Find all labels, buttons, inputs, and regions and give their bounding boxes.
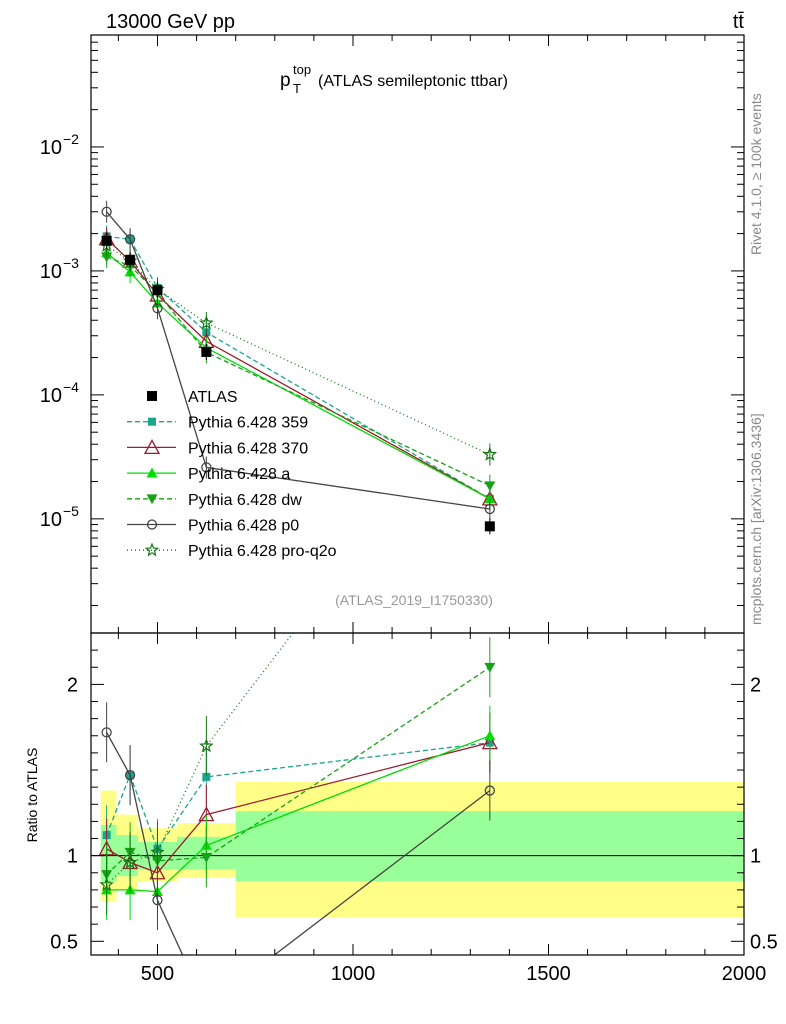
ratio-tick-label-left-0: 0.5 xyxy=(50,931,78,953)
main-point-5-4 xyxy=(482,446,498,461)
mcplots-label: mcplots.cern.ch [arXiv:1306.3436] xyxy=(748,413,764,625)
header-left: 13000 GeV pp xyxy=(106,11,235,33)
main-line-1 xyxy=(106,238,491,500)
legend-label-2: Pythia 6.428 370 xyxy=(188,440,308,457)
legend-label-6: Pythia 6.428 pro-q2o xyxy=(188,543,337,560)
ratio-point-3-3 xyxy=(200,852,212,863)
ratio-point-5-3 xyxy=(199,738,214,753)
chart-title-sub: T xyxy=(293,81,301,96)
ratio-tick-label-left-2: 2 xyxy=(67,674,78,696)
chart-title-sup: top xyxy=(293,62,311,77)
ratio-point-5-1 xyxy=(122,854,138,869)
chart-title: p xyxy=(280,70,291,91)
ratio-tick-label-right-1: 1 xyxy=(750,846,761,868)
main-line-0 xyxy=(106,235,491,500)
legend: ATLAS Pythia 6.428 359 Pythia 6.428 370 Pyt… xyxy=(127,389,337,560)
x-tick-label-3: 2000 xyxy=(722,963,767,985)
legend-marker-6 xyxy=(144,542,160,557)
ratio-tick-label-left-1: 1 xyxy=(67,846,78,868)
analysis-id: (ATLAS_2019_I1750330) xyxy=(335,592,493,608)
x-tick-label-2: 1500 xyxy=(526,963,571,985)
chart-title-rest: (ATLAS semileptonic ttbar) xyxy=(318,73,508,90)
ratio-point-0-3 xyxy=(202,772,211,781)
ratio-point-5-2 xyxy=(150,844,165,859)
ratio-point-2-4 xyxy=(484,730,496,741)
legend-marker-4 xyxy=(146,494,158,505)
y-tick-label-exp-0: −2 xyxy=(63,131,79,147)
ratio-uncertainty-bands xyxy=(91,782,745,918)
legend-label-3: Pythia 6.428 a xyxy=(188,466,290,483)
legend-label-5: Pythia 6.428 p0 xyxy=(188,518,299,535)
legend-marker-5 xyxy=(146,519,158,530)
main-line-4 xyxy=(106,211,490,510)
ratio-point-4-4 xyxy=(484,785,495,796)
main-point-4-1 xyxy=(124,234,136,245)
main-line-2 xyxy=(106,252,491,500)
ratio-ylabel: Ratio to ATLAS xyxy=(24,748,40,843)
main-line-3 xyxy=(106,256,491,487)
ratio-point-5-0 xyxy=(99,877,114,891)
ratio-series-clipped xyxy=(98,633,498,955)
legend-marker-0 xyxy=(147,391,157,401)
ratio-series-group xyxy=(98,633,498,955)
rivet-label: Rivet 4.1.0, ≥ 100k events xyxy=(748,93,764,255)
y-tick-label-exp-3: −5 xyxy=(63,503,79,519)
ratio-point-4-1 xyxy=(124,770,136,781)
header-right: tt̄ xyxy=(733,11,745,33)
x-tick-label-1: 1000 xyxy=(331,963,376,985)
frames xyxy=(90,34,745,956)
legend-label-1: Pythia 6.428 359 xyxy=(188,415,308,432)
y-tick-label-mant-1: 10 xyxy=(40,261,62,283)
main-point-4-3 xyxy=(201,462,212,473)
legend-marker-1 xyxy=(148,417,156,426)
ratio-line-0 xyxy=(105,741,490,851)
ratio-point-4-0 xyxy=(101,727,112,738)
main-point-4-4 xyxy=(484,503,495,515)
main-series-clipped xyxy=(98,200,498,535)
ratio-point-3-4 xyxy=(484,662,496,673)
ratio-tick-label-right-0: 0.5 xyxy=(750,931,778,953)
x-tick-label-0: 500 xyxy=(141,963,174,985)
legend-marker-3 xyxy=(146,467,158,478)
main-series-group xyxy=(98,200,498,535)
legend-label-0: ATLAS xyxy=(188,389,238,406)
chart-title-main: p xyxy=(280,70,291,91)
y-tick-label-mant-2: 10 xyxy=(40,385,62,407)
y-tick-label-exp-2: −4 xyxy=(63,379,79,395)
main-point-3-4 xyxy=(484,481,496,492)
ratio-point-4-2 xyxy=(152,895,163,906)
legend-label-4: Pythia 6.428 dw xyxy=(188,492,302,509)
ratio-frame xyxy=(90,632,745,956)
main-point-4-2 xyxy=(152,303,163,314)
ratio-band-inner-4 xyxy=(235,811,745,882)
main-point-3-0 xyxy=(101,252,113,263)
main-point-5-3 xyxy=(199,315,214,330)
legend-marker-2 xyxy=(143,439,161,455)
y-tick-label-mant-0: 10 xyxy=(40,137,62,159)
y-tick-label-mant-3: 10 xyxy=(40,509,62,531)
y-tick-label-exp-1: −3 xyxy=(63,255,79,271)
main-point-4-0 xyxy=(101,206,112,217)
ratio-tick-label-right-2: 2 xyxy=(750,674,761,696)
